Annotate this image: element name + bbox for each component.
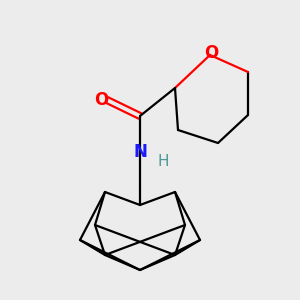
- Text: O: O: [204, 44, 218, 62]
- Text: N: N: [133, 143, 147, 161]
- Text: O: O: [94, 91, 108, 109]
- Text: H: H: [157, 154, 169, 169]
